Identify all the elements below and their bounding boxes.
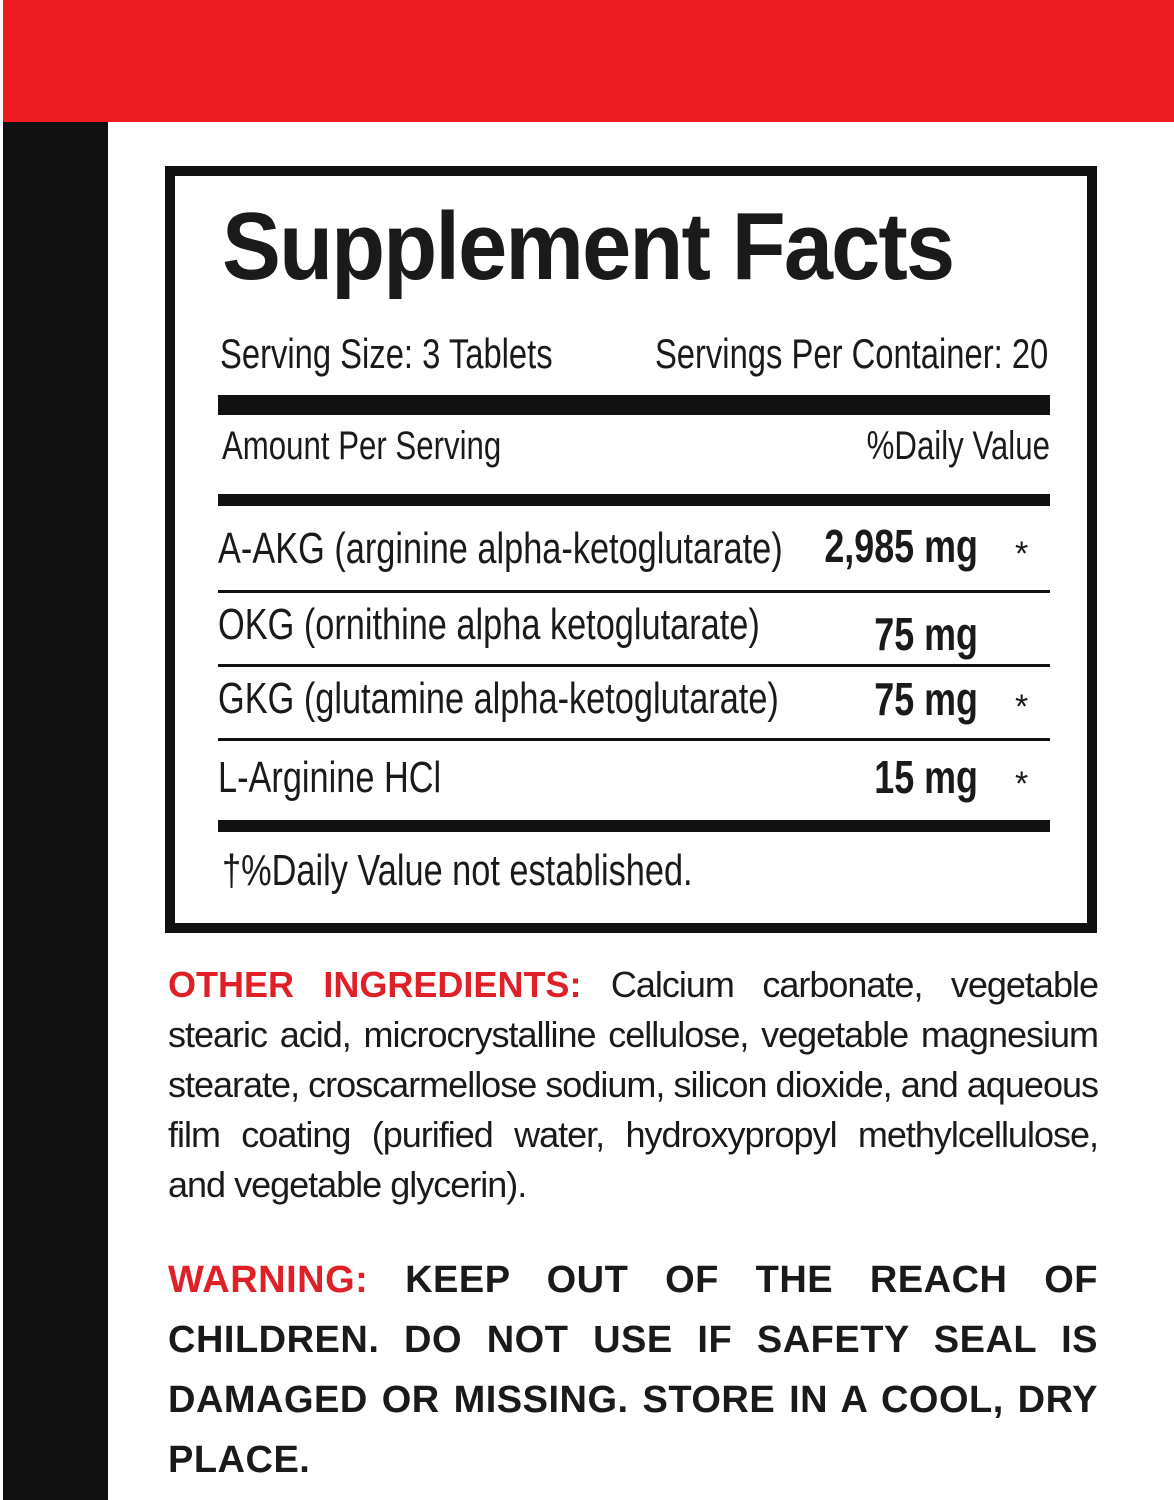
other-ingredients-label: OTHER INGREDIENTS: bbox=[168, 964, 582, 1005]
ingredient-name: GKG (glutamine alpha-ketoglutarate) bbox=[218, 674, 779, 723]
footnote-text: †%Daily Value not established. bbox=[222, 846, 693, 895]
other-ingredients: OTHER INGREDIENTS: Calcium carbonate, ve… bbox=[168, 960, 1099, 1210]
warning: WARNING: KEEP OUT OF THE REACH OF CHILDR… bbox=[168, 1250, 1098, 1490]
warning-label: WARNING: bbox=[168, 1259, 369, 1301]
ingredient-dv: * bbox=[1015, 535, 1029, 573]
serving-size-text: Serving Size: 3 Tablets bbox=[220, 330, 553, 377]
amount-per-serving: Amount Per Serving bbox=[222, 424, 580, 469]
daily-value-header: %Daily Value bbox=[815, 424, 1050, 469]
black-side-band bbox=[3, 122, 108, 1500]
supplement-facts-panel bbox=[165, 166, 1097, 933]
daily-value-header-text: %Daily Value bbox=[866, 424, 1050, 468]
ingredient-amount: 2,985 mg bbox=[824, 520, 978, 572]
amount-per-serving-text: Amount Per Serving bbox=[222, 424, 502, 468]
row-divider bbox=[218, 664, 1050, 667]
row-divider bbox=[218, 738, 1050, 741]
red-header-band bbox=[3, 0, 1174, 122]
ingredient-dv: * bbox=[1015, 765, 1029, 803]
title-text: Supplement Facts bbox=[222, 193, 955, 300]
warning-text: KEEP OUT OF THE REACH OF CHILDREN. DO NO… bbox=[168, 1259, 1099, 1481]
serving-size: Serving Size: 3 Tablets bbox=[220, 330, 646, 378]
thick-rule bbox=[218, 395, 1050, 415]
medium-rule bbox=[218, 820, 1050, 832]
ingredient-dv: * bbox=[1015, 688, 1029, 726]
row-divider bbox=[218, 590, 1050, 593]
ingredient-amount: 75 mg bbox=[874, 608, 978, 660]
footnote: †%Daily Value not established. bbox=[222, 846, 825, 896]
servings-per-container-text: Servings Per Container: 20 bbox=[654, 330, 1048, 377]
ingredient-amount: 75 mg bbox=[874, 673, 978, 725]
ingredient-name: L-Arginine HCl bbox=[218, 753, 442, 802]
medium-rule bbox=[218, 494, 1050, 506]
panel-title: Supplement Facts bbox=[222, 192, 1017, 302]
ingredient-name: OKG (ornithine alpha ketoglutarate) bbox=[218, 600, 760, 649]
servings-per-container: Servings Per Container: 20 bbox=[544, 330, 1048, 378]
ingredient-name: A-AKG (arginine alpha-ketoglutarate) bbox=[218, 524, 783, 573]
ingredient-amount: 15 mg bbox=[874, 751, 978, 803]
other-ingredients-text: Calcium carbonate, vegetable stearic aci… bbox=[168, 964, 1099, 1205]
